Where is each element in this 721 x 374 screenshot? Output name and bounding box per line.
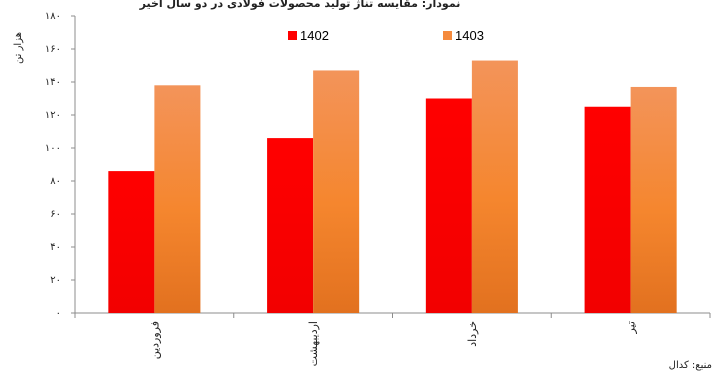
bar-1403-4 <box>630 86 677 313</box>
bar-1403-3 <box>471 60 518 313</box>
x-category-label: اردیبهشت <box>307 321 320 366</box>
chart-title: نمودار: مقایسه تناژ تولید محصولات فولادی… <box>139 0 461 10</box>
x-category-label: خرداد <box>466 321 479 347</box>
legend-label-1402: 1402 <box>300 28 329 43</box>
y-tick-label: ۱۲۰ <box>45 110 61 121</box>
legend-swatch-1403 <box>443 31 452 40</box>
y-tick-label: ۱۴۰ <box>45 77 61 88</box>
x-category-label: تیر <box>625 321 638 334</box>
y-tick-label: ۲۰ <box>50 275 61 286</box>
y-tick-label: ۸۰ <box>50 176 61 187</box>
bar-1402-2 <box>267 138 314 313</box>
y-tick-label: ۴۰ <box>50 242 61 253</box>
y-tick-label: ۱۰۰ <box>45 143 61 154</box>
bar-1402-1 <box>108 171 155 313</box>
y-axis-ticks: ۰ ۲۰ ۴۰ ۶۰ ۸۰ ۱۰۰ ۱۲۰ ۱۴۰ ۱۶۰ ۱۸۰ <box>45 11 75 319</box>
y-axis-label: هزار تن <box>13 32 24 64</box>
y-tick-label: ۱۶۰ <box>45 44 61 55</box>
bar-1402-3 <box>425 98 472 313</box>
bar-1402-4 <box>584 106 631 313</box>
y-tick-label: ۶۰ <box>50 209 61 220</box>
x-category-label: فروردین <box>148 321 161 359</box>
bars <box>108 60 677 313</box>
bar-1403-2 <box>313 70 360 313</box>
legend-swatch-1402 <box>288 31 297 40</box>
x-axis-categories: فروردین اردیبهشت خرداد تیر <box>74 313 711 366</box>
bar-1403-1 <box>154 85 201 313</box>
source-note: منبع: کدال <box>669 360 712 371</box>
legend-label-1403: 1403 <box>455 28 484 43</box>
legend: 1402 1403 <box>288 28 484 43</box>
y-tick-label: ۰ <box>56 308 61 319</box>
y-tick-label: ۱۸۰ <box>45 11 61 22</box>
